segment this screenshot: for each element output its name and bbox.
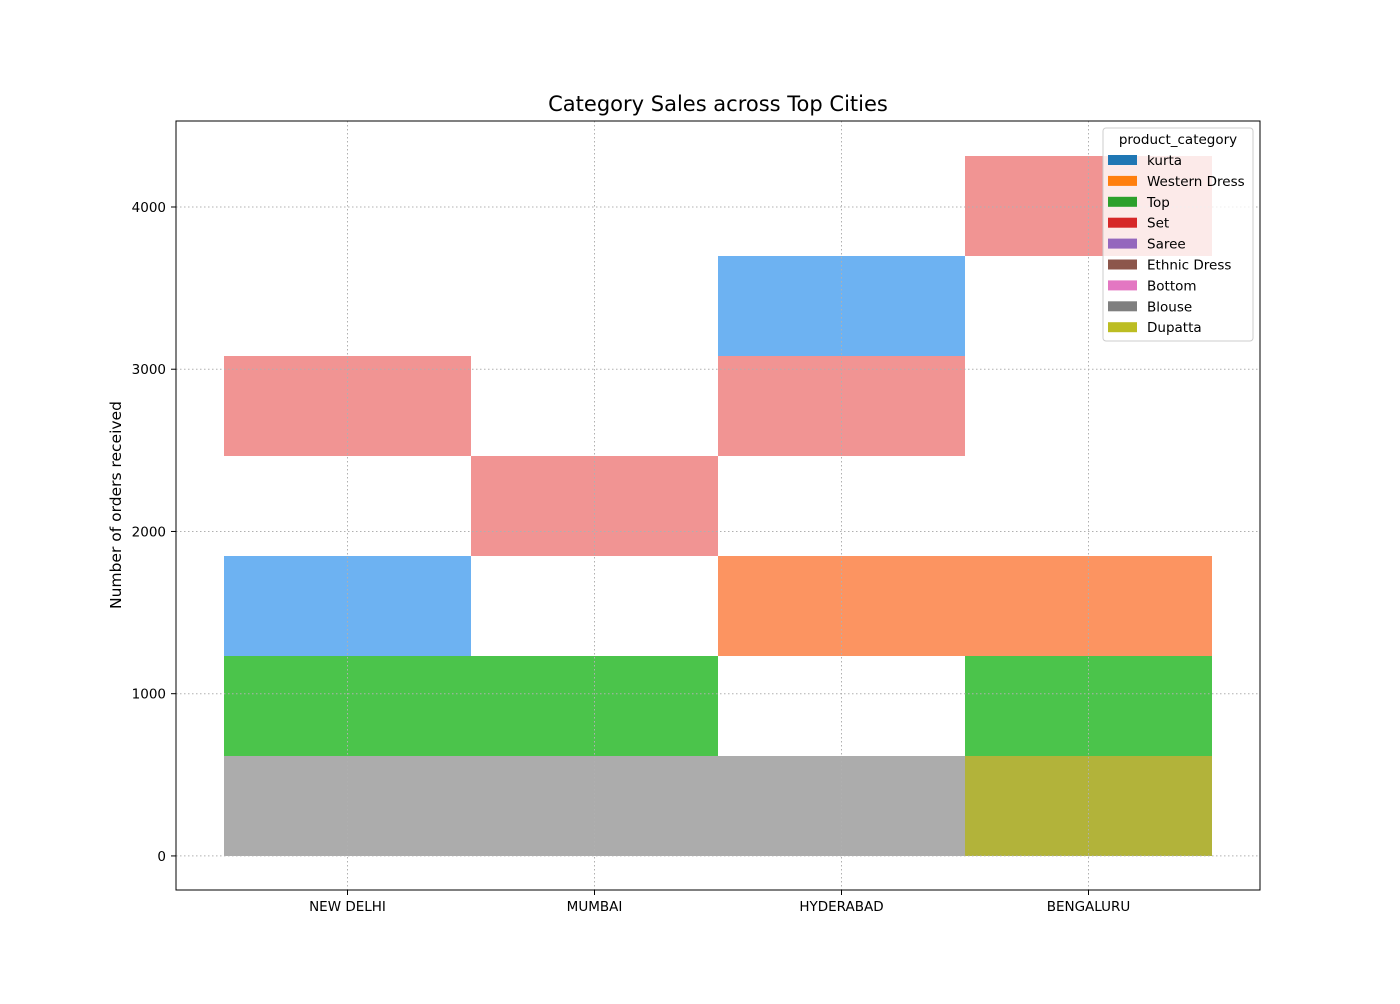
legend-swatch — [1108, 280, 1137, 291]
legend-label: Bottom — [1147, 278, 1197, 294]
legend-label: Ethnic Dress — [1147, 258, 1231, 274]
legend-swatch — [1108, 217, 1137, 228]
chart-title: Category Sales across Top Cities — [548, 92, 888, 116]
y-tick-label: 0 — [157, 849, 166, 865]
legend-label: Set — [1147, 216, 1169, 232]
legend-swatch — [1108, 322, 1137, 333]
legend-label: Top — [1146, 195, 1170, 211]
ticks-layer: NEW DELHI MUMBAI HYDERABAD BENGALURU 0 1000 20… — [132, 200, 1131, 915]
plot-frame — [175, 120, 1261, 891]
y-tick-label: 4000 — [132, 200, 166, 216]
legend-label: Saree — [1147, 237, 1186, 253]
y-tick-label: 3000 — [132, 362, 166, 378]
legend-swatch — [1108, 301, 1137, 312]
legend-swatch — [1108, 175, 1137, 186]
x-tick-label: NEW DELHI — [309, 899, 386, 915]
legend-box — [1102, 127, 1254, 342]
legend-swatch — [1108, 155, 1137, 165]
y-tick-label: 1000 — [132, 687, 166, 703]
x-tick-label: BENGALURU — [1047, 899, 1131, 915]
cells-layer — [224, 155, 1212, 856]
legend-label: Dupatta — [1147, 320, 1202, 336]
legend-label: Western Dress — [1147, 174, 1245, 190]
x-tick-label: MUMBAI — [567, 899, 623, 915]
legend-entries: kurta Western Dress Top Set Saree Ethnic Dres… — [1108, 153, 1245, 336]
legend-swatch — [1108, 259, 1137, 270]
legend: product_category kurta Western Dress Top Se… — [1102, 127, 1254, 342]
y-tick-label: 2000 — [132, 524, 166, 540]
x-tick-label: HYDERABAD — [799, 899, 883, 915]
grid-layer — [176, 121, 1260, 890]
y-axis-label: Number of orders received — [107, 401, 125, 609]
legend-swatch — [1108, 196, 1137, 207]
legend-title: product_category — [1119, 132, 1237, 148]
legend-swatch — [1108, 238, 1137, 249]
legend-label: kurta — [1147, 153, 1182, 169]
legend-label: Blouse — [1147, 299, 1192, 315]
